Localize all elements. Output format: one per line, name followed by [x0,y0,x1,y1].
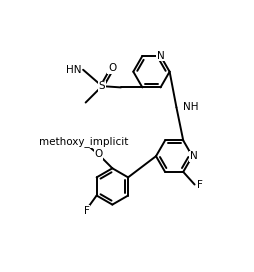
Text: N: N [189,151,197,161]
Text: F: F [83,206,89,216]
Text: O: O [107,63,116,73]
Text: N: N [156,51,164,61]
Text: HN: HN [66,65,82,75]
Text: O: O [94,149,102,159]
Text: S: S [98,81,105,91]
Text: methoxy_implicit: methoxy_implicit [39,136,128,147]
Text: F: F [196,180,202,190]
Text: NH: NH [182,102,197,112]
